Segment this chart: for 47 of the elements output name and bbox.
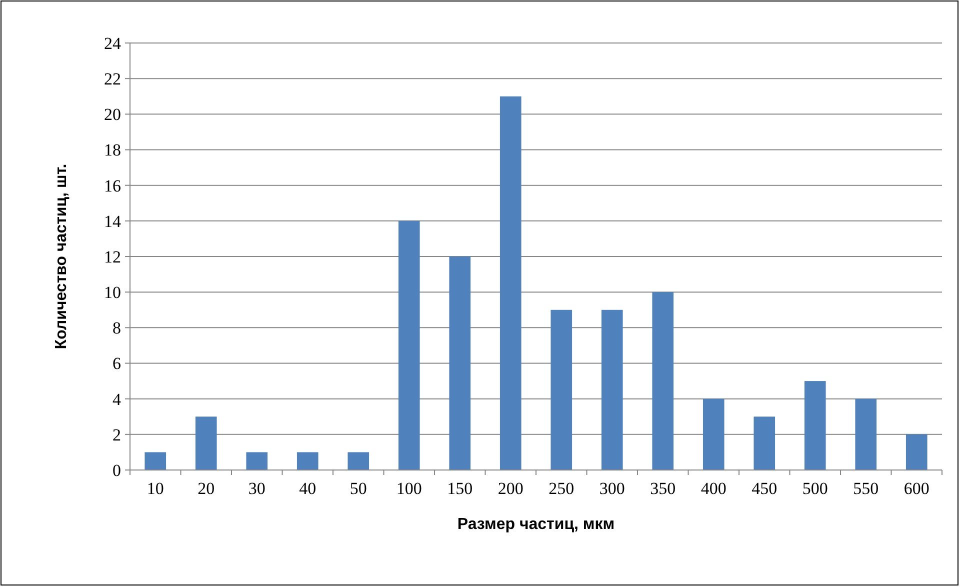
x-tick-label: 30 <box>248 479 266 498</box>
y-tick-label: 24 <box>104 34 122 53</box>
x-tick-label: 550 <box>853 479 879 498</box>
bar <box>652 292 674 470</box>
x-tick-label: 200 <box>498 479 524 498</box>
bar <box>702 398 724 470</box>
bar <box>754 416 776 470</box>
y-tick-label: 2 <box>112 425 121 444</box>
y-tick-label: 12 <box>104 247 121 266</box>
bar <box>500 96 522 470</box>
y-tick-label: 22 <box>104 70 121 89</box>
bar <box>144 452 166 470</box>
bar <box>348 452 370 470</box>
x-tick-label: 600 <box>904 479 930 498</box>
bar <box>246 452 268 470</box>
x-tick-label: 20 <box>198 479 215 498</box>
bar <box>906 434 928 470</box>
y-tick-label: 4 <box>112 390 122 409</box>
bar <box>601 310 623 470</box>
x-tick-label: 100 <box>396 479 422 498</box>
x-tick-label: 300 <box>599 479 625 498</box>
bar <box>296 452 318 470</box>
y-tick-label: 6 <box>112 354 121 374</box>
bar <box>804 381 826 470</box>
x-tick-label: 50 <box>350 479 367 498</box>
y-tick-label: 10 <box>104 283 121 302</box>
x-axis-title: Размер частиц, мкм <box>457 516 615 533</box>
x-tick-label: 500 <box>802 479 828 498</box>
y-tick-label: 16 <box>104 176 121 196</box>
x-tick-label: 350 <box>650 479 676 498</box>
bar <box>550 310 572 470</box>
y-axis-title: Количество частиц, шт. <box>53 164 70 350</box>
y-tick-label: 0 <box>112 460 121 480</box>
x-tick-label: 450 <box>752 479 778 498</box>
y-tick-label: 20 <box>104 105 121 124</box>
x-tick-label: 400 <box>700 479 726 498</box>
x-tick-label: 40 <box>299 479 316 498</box>
bar <box>449 256 471 470</box>
bar <box>398 220 420 470</box>
y-tick-label: 14 <box>104 212 122 231</box>
y-tick-label: 8 <box>112 318 121 338</box>
x-tick-label: 250 <box>548 479 574 498</box>
bar <box>855 398 877 470</box>
y-tick-label: 18 <box>104 140 121 160</box>
bar <box>195 416 217 470</box>
x-tick-label: 10 <box>146 479 164 498</box>
x-tick-label: 150 <box>447 479 473 498</box>
